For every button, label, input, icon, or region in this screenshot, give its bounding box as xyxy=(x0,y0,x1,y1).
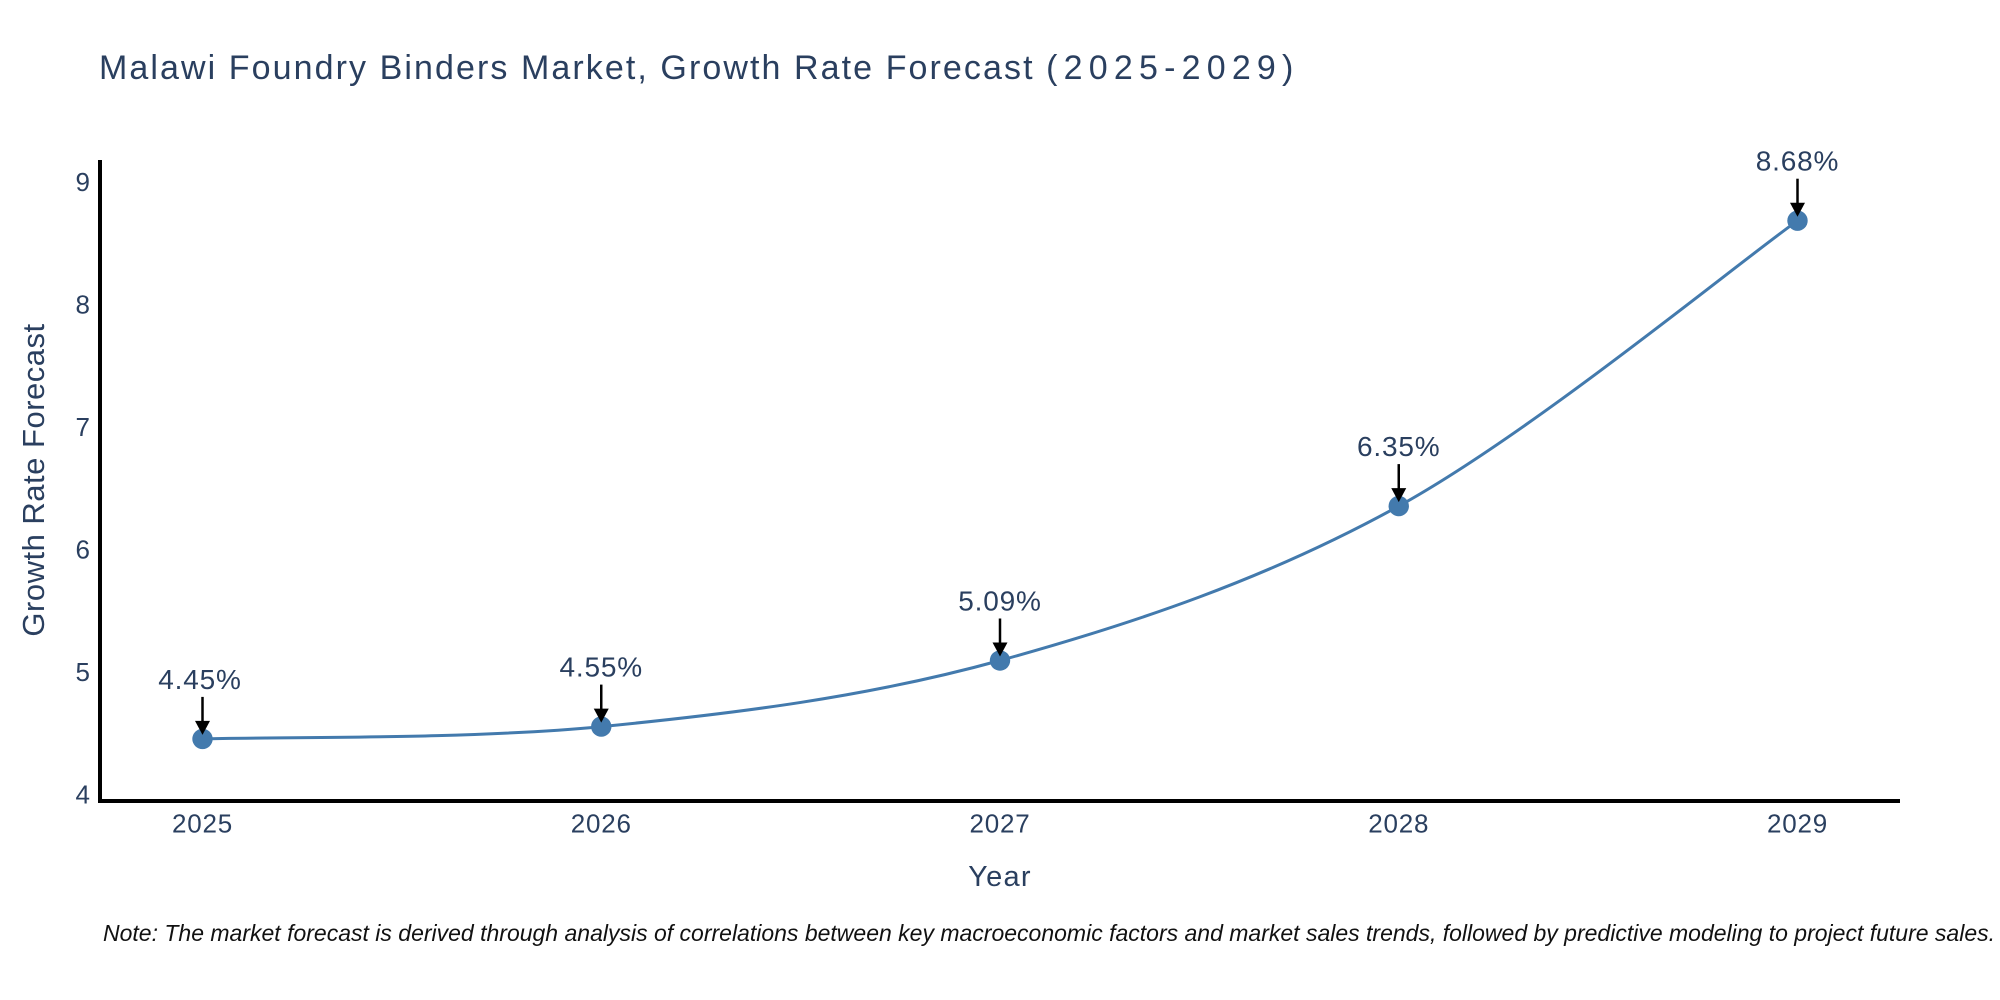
svg-text:2027: 2027 xyxy=(969,809,1030,839)
svg-text:Note: The market forecast is d: Note: The market forecast is derived thr… xyxy=(103,920,1995,946)
svg-text:8.68%: 8.68% xyxy=(1756,146,1839,177)
svg-text:7: 7 xyxy=(76,412,90,442)
svg-text:Growth Rate Forecast: Growth Rate Forecast xyxy=(16,323,51,636)
svg-text:5: 5 xyxy=(76,657,90,687)
svg-text:4.55%: 4.55% xyxy=(560,652,643,683)
svg-text:2025: 2025 xyxy=(172,809,233,839)
svg-text:8: 8 xyxy=(76,290,90,320)
svg-text:5.09%: 5.09% xyxy=(958,586,1041,617)
svg-text:6: 6 xyxy=(76,535,90,565)
svg-text:2028: 2028 xyxy=(1368,809,1429,839)
svg-text:4: 4 xyxy=(76,780,90,810)
svg-text:2026: 2026 xyxy=(571,809,632,839)
svg-text:Year: Year xyxy=(968,861,1031,893)
svg-text:4.45%: 4.45% xyxy=(158,664,241,695)
svg-text:2029: 2029 xyxy=(1767,809,1828,839)
svg-text:9: 9 xyxy=(76,167,90,197)
svg-text:6.35%: 6.35% xyxy=(1357,431,1440,462)
svg-text:Malawi Foundry Binders Market,: Malawi Foundry Binders Market, Growth Ra… xyxy=(99,49,1300,87)
